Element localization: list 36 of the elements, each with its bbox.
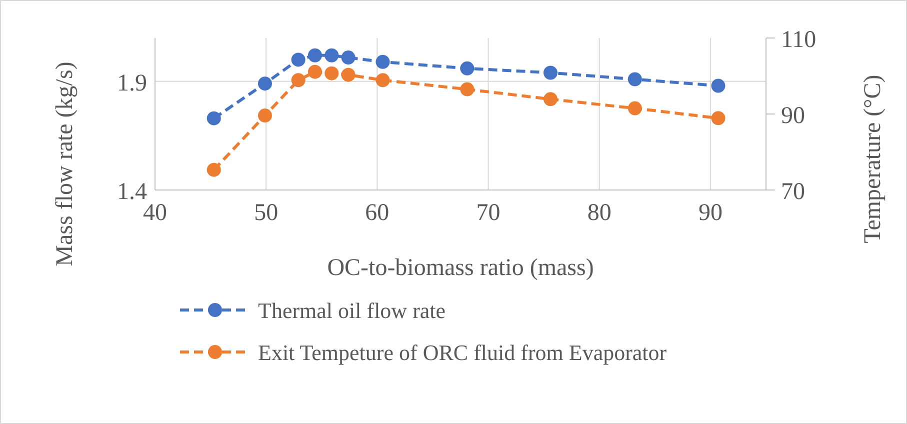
- point: [206, 111, 221, 126]
- point: [460, 82, 474, 96]
- y2-tick-label: 70: [781, 179, 805, 205]
- x-tick-label: 60: [365, 200, 390, 226]
- legend-label: Exit Tempeture of ORC fluid from Evaporator: [258, 340, 668, 365]
- point: [341, 68, 356, 82]
- y-axis-title: Mass flow rate (kg/s): [52, 62, 78, 266]
- point: [206, 162, 221, 177]
- x-tick-label: 70: [476, 200, 500, 226]
- point: [291, 52, 306, 67]
- x-axis-title: OC-to-biomass ratio (mass): [327, 255, 594, 281]
- point: [628, 72, 642, 86]
- point: [258, 108, 272, 123]
- point: [628, 101, 642, 116]
- point: [258, 76, 272, 91]
- point: [711, 78, 726, 93]
- x-tick-label: 80: [587, 200, 612, 226]
- point: [543, 66, 558, 80]
- point: [308, 64, 322, 79]
- point: [376, 73, 390, 88]
- x-tick-label: 90: [698, 200, 722, 226]
- point: [711, 111, 726, 126]
- point: [291, 73, 306, 88]
- point: [341, 50, 356, 65]
- y2-tick-label: 110: [781, 27, 816, 53]
- point: [543, 92, 558, 106]
- y-tick-label: 1.9: [117, 70, 147, 96]
- legend-label: Thermal oil flow rate: [258, 298, 446, 323]
- point: [324, 66, 339, 80]
- point: [308, 48, 322, 62]
- y2-tick-label: 90: [781, 103, 805, 129]
- x-tick-label: 50: [254, 200, 278, 226]
- point: [376, 54, 390, 69]
- y2-axis-title: Temperature (°C): [860, 74, 886, 244]
- point: [324, 48, 339, 62]
- point: [460, 61, 474, 76]
